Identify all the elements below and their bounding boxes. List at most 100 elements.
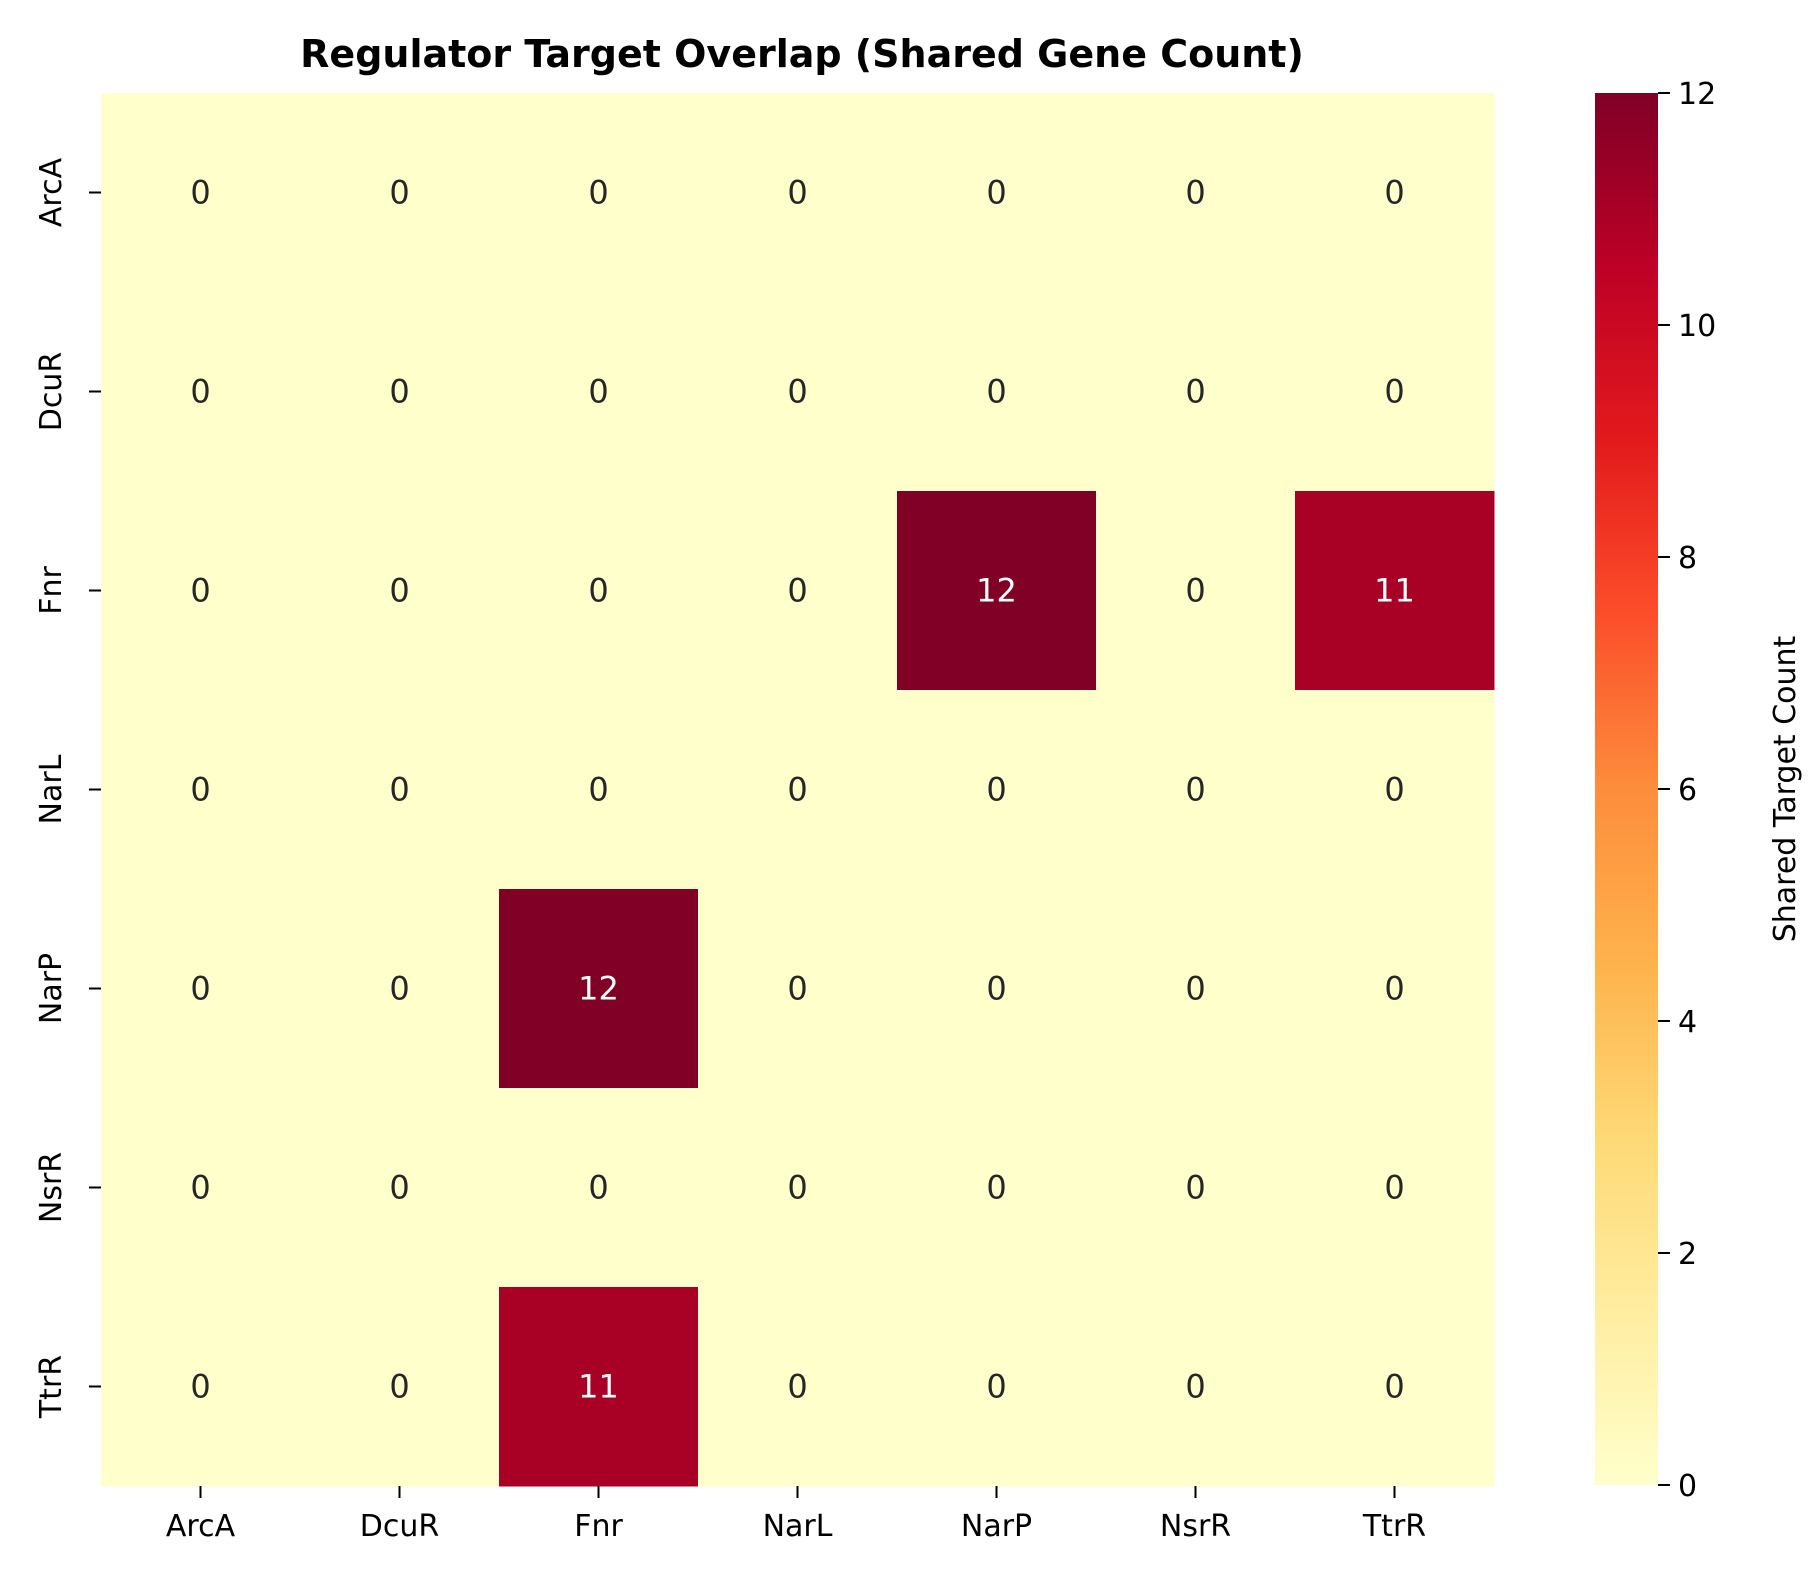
heatmap-cell	[897, 491, 1097, 691]
colorbar	[1595, 93, 1658, 1485]
x-tick-label: Fnr	[574, 1509, 623, 1544]
heatmap-cell	[1295, 292, 1495, 492]
cell-value-label: 0	[787, 373, 807, 411]
cell-value-label: 0	[1185, 572, 1205, 610]
x-tick-label: DcuR	[360, 1509, 439, 1544]
cell-value-label: 0	[787, 572, 807, 610]
chart-title: Regulator Target Overlap (Shared Gene Co…	[300, 32, 1304, 76]
cell-value-label: 12	[578, 970, 619, 1008]
y-tick-label: NsrR	[34, 1152, 69, 1223]
heatmap-cell	[698, 491, 898, 691]
cell-value-label: 0	[389, 771, 409, 809]
heatmap-cell	[499, 1287, 699, 1487]
cell-value-label: 0	[1384, 1169, 1404, 1207]
cell-value-label: 0	[986, 1368, 1006, 1406]
cell-value-label: 0	[787, 970, 807, 1008]
x-tick-label: NarL	[763, 1509, 833, 1544]
heatmap-cell-labels: 0 0 0 0 0 0 0 0 0 0 0 0 0 0 0 0 0 0 12 0 11 0 0 0 0 0 0 0 0 0 12 0 0 0 0 0 0…	[190, 174, 1415, 1406]
heatmap-cell	[499, 889, 699, 1089]
heatmap-cell	[897, 1287, 1097, 1487]
heatmap-cell	[300, 690, 500, 890]
cell-value-label: 0	[1185, 1368, 1205, 1406]
x-tick-label: TtrR	[1362, 1509, 1426, 1544]
colorbar-label: Shared Target Count	[1768, 635, 1803, 942]
heatmap-cell	[698, 1088, 898, 1288]
y-axis: ArcA DcuR Fnr NarL NarP NsrR TtrR	[34, 157, 101, 1419]
cell-value-label: 0	[787, 1169, 807, 1207]
cell-value-label: 0	[1384, 1368, 1404, 1406]
cell-value-label: 0	[389, 1368, 409, 1406]
heatmap-cell	[1295, 1287, 1495, 1487]
heatmap-cell	[101, 1088, 301, 1288]
cell-value-label: 0	[190, 1169, 210, 1207]
heatmap-cell	[300, 292, 500, 492]
heatmap-cell	[1096, 491, 1296, 691]
y-tick-label: ArcA	[34, 157, 69, 227]
cell-value-label: 0	[986, 174, 1006, 212]
heatmap-cell	[1096, 889, 1296, 1089]
heatmap-cell	[499, 690, 699, 890]
heatmap-cell	[300, 1287, 500, 1487]
cell-value-label: 0	[588, 572, 608, 610]
colorbar-tick-label: 6	[1678, 773, 1697, 808]
cell-value-label: 0	[389, 970, 409, 1008]
y-tick-label: DcuR	[34, 352, 69, 431]
cell-value-label: 0	[190, 373, 210, 411]
cell-value-label: 0	[986, 970, 1006, 1008]
colorbar-tick-label: 10	[1678, 309, 1716, 344]
cell-value-label: 0	[190, 174, 210, 212]
cell-value-label: 0	[1384, 771, 1404, 809]
cell-value-label: 0	[588, 174, 608, 212]
heatmap-cell	[1096, 690, 1296, 890]
heatmap-cell	[698, 292, 898, 492]
heatmap-cell	[897, 690, 1097, 890]
heatmap-cell	[300, 93, 500, 293]
colorbar-axis: 0 2 4 6 8 10 12	[1658, 77, 1716, 1504]
x-tick-label: NsrR	[1160, 1509, 1231, 1544]
cell-value-label: 0	[986, 1169, 1006, 1207]
x-tick-label: ArcA	[166, 1509, 236, 1544]
heatmap-cell	[897, 93, 1097, 293]
heatmap-cell	[300, 491, 500, 691]
heatmap-cell	[1096, 93, 1296, 293]
heatmap-cell	[101, 491, 301, 691]
colorbar-tick-label: 8	[1678, 541, 1697, 576]
cell-value-label: 0	[1185, 970, 1205, 1008]
cell-value-label: 0	[389, 373, 409, 411]
colorbar-tick-label: 2	[1678, 1237, 1697, 1272]
cell-value-label: 0	[787, 771, 807, 809]
heatmap-cell	[1096, 1088, 1296, 1288]
heatmap-cell	[101, 889, 301, 1089]
cell-value-label: 0	[1185, 174, 1205, 212]
cell-value-label: 0	[190, 572, 210, 610]
cell-value-label: 0	[389, 1169, 409, 1207]
cell-value-label: 0	[1384, 174, 1404, 212]
cell-value-label: 11	[1374, 572, 1415, 610]
cell-value-label: 0	[1185, 771, 1205, 809]
heatmap-cell	[1295, 889, 1495, 1089]
cell-value-label: 0	[1185, 373, 1205, 411]
heatmap-cell	[101, 93, 301, 293]
heatmap-cell	[499, 292, 699, 492]
heatmap-cell	[101, 1287, 301, 1487]
cell-value-label: 11	[578, 1368, 619, 1406]
heatmap-cell	[300, 1088, 500, 1288]
cell-value-label: 12	[976, 572, 1017, 610]
y-tick-label: NarL	[34, 754, 69, 824]
x-tick-label: NarP	[961, 1509, 1032, 1544]
heatmap-cell	[698, 889, 898, 1089]
y-tick-label: NarP	[34, 953, 69, 1024]
cell-value-label: 0	[1384, 970, 1404, 1008]
heatmap-cells	[101, 93, 1495, 1487]
heatmap-cell	[698, 93, 898, 293]
heatmap-cell	[897, 1088, 1097, 1288]
heatmap-cell	[1295, 1088, 1495, 1288]
cell-value-label: 0	[986, 771, 1006, 809]
heatmap-cell	[300, 889, 500, 1089]
heatmap-cell	[499, 491, 699, 691]
heatmap-cell	[1096, 292, 1296, 492]
heatmap-cell	[698, 1287, 898, 1487]
heatmap-cell	[1295, 690, 1495, 890]
heatmap-cell	[897, 889, 1097, 1089]
